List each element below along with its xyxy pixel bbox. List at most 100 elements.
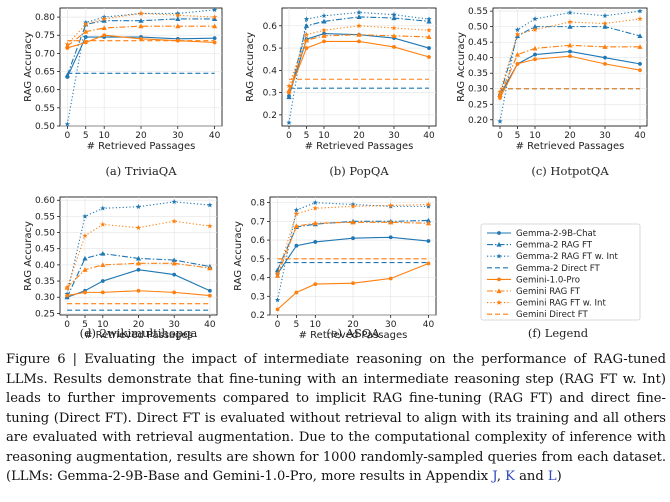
series-gemini-rag-ft: [286, 32, 432, 93]
data-point: [637, 33, 643, 39]
series-line: [288, 34, 430, 91]
y-tick-label: 0.55: [468, 7, 488, 17]
x-tick-label: 30: [388, 131, 400, 141]
series-gemini-rag-ft: [497, 42, 643, 98]
y-tick-label: 0.60: [35, 196, 55, 206]
data-point: [321, 12, 327, 19]
x-axis-label: # Retrieved Passages: [84, 330, 193, 341]
series-line: [288, 40, 430, 93]
series-gemini-rag-ft-w-int: [64, 218, 213, 290]
series-line: [277, 202, 429, 301]
data-point: [64, 72, 70, 78]
data-point: [172, 290, 177, 295]
series-line: [288, 25, 430, 87]
x-tick-label: 5: [83, 131, 89, 141]
y-tick-label: 0.35: [468, 69, 488, 79]
x-tick-label: 20: [564, 131, 576, 141]
data-point: [100, 221, 106, 227]
x-tick-label: 40: [634, 131, 646, 141]
series-gemini-rag-ft: [274, 219, 432, 278]
legend-marker: [496, 299, 502, 305]
x-axis-label: # Retrieved Passages: [305, 141, 414, 152]
x-tick-label: 5: [82, 320, 88, 330]
x-tick-label: 5: [304, 131, 310, 141]
series-line: [66, 269, 211, 298]
data-point: [64, 41, 71, 47]
data-point: [207, 265, 213, 271]
data-point: [82, 232, 88, 239]
data-point: [497, 92, 503, 98]
legend-label: Gemma-2 Direct FT: [516, 264, 601, 274]
caption-end: ): [556, 469, 562, 484]
data-point: [83, 40, 88, 45]
data-point: [392, 45, 396, 49]
data-point: [294, 243, 299, 248]
data-point: [65, 293, 70, 298]
series-gemini-rag-ft-w-int: [286, 23, 432, 89]
data-point: [294, 290, 299, 295]
data-point: [312, 220, 318, 226]
data-point: [425, 201, 432, 207]
data-point: [274, 273, 281, 278]
legend-marker: [497, 277, 501, 282]
data-point: [136, 288, 141, 293]
legend-label: Gemma-2-9B-Chat: [516, 229, 597, 239]
chart-hotpotqa: 0.20 0.25 0.30 0.35 0.40 0.45 0.50 0.55 0 5 10 20 30…: [456, 7, 648, 178]
series-line: [288, 11, 430, 123]
series-gemini-rag-ft-w-int: [274, 201, 432, 277]
data-point: [135, 203, 142, 209]
y-tick-label: 0.80: [35, 13, 55, 23]
appendix-j-link[interactable]: J: [492, 469, 497, 484]
caption-separator: and: [514, 469, 548, 484]
data-point: [498, 96, 502, 100]
data-point: [497, 89, 503, 95]
data-point: [426, 27, 432, 33]
series-line: [67, 290, 210, 297]
data-point: [388, 202, 394, 208]
data-point: [603, 55, 607, 60]
x-tick-label: 30: [385, 320, 397, 330]
data-point: [64, 284, 70, 290]
y-tick-label: 0.50: [468, 23, 488, 33]
series-gemini-rag-ft: [64, 23, 218, 49]
series-gemini-rag-ft-w-int: [64, 10, 218, 47]
x-tick-label: 10: [98, 131, 110, 141]
y-tick-label: 0.45: [35, 245, 55, 255]
data-point: [532, 26, 538, 32]
appendix-k-link[interactable]: K: [505, 469, 515, 484]
series-line: [66, 253, 210, 298]
data-point: [351, 236, 355, 241]
data-point: [100, 279, 105, 283]
data-point: [303, 31, 310, 37]
series-gemini-rag-ft: [64, 260, 213, 290]
y-tick-label: 0.3: [251, 292, 265, 302]
y-tick-label: 0.40: [35, 261, 55, 271]
x-tick-label: 0: [64, 320, 70, 330]
data-point: [83, 21, 89, 27]
appendix-l-link[interactable]: L: [547, 469, 557, 484]
data-point: [388, 235, 393, 240]
data-point: [425, 220, 432, 226]
x-tick-label: 40: [209, 131, 221, 141]
data-point: [212, 36, 217, 41]
legend-label: Gemma-2 RAG FT: [516, 241, 593, 251]
x-tick-label: 40: [204, 320, 216, 330]
y-tick-label: 0.30: [35, 293, 55, 303]
subcaption: (d) 2wikimultihopqa: [80, 326, 198, 340]
x-tick-label: 20: [133, 320, 145, 330]
data-point: [427, 55, 431, 59]
y-tick-label: 0.20: [468, 116, 488, 126]
y-tick-label: 0.7: [251, 217, 265, 227]
y-tick-label: 0.50: [35, 122, 55, 132]
data-point: [602, 12, 608, 19]
data-point: [312, 199, 318, 205]
data-point: [568, 49, 572, 54]
x-tick-label: 10: [97, 320, 109, 330]
x-tick-label: 0: [286, 131, 292, 141]
data-point: [567, 9, 573, 15]
data-point: [207, 223, 213, 229]
legend-entry-gemini-1-0-pro: Gemini-1.0-Pro: [487, 275, 580, 285]
data-point: [64, 121, 71, 127]
data-point: [293, 223, 300, 229]
data-point: [171, 218, 177, 224]
